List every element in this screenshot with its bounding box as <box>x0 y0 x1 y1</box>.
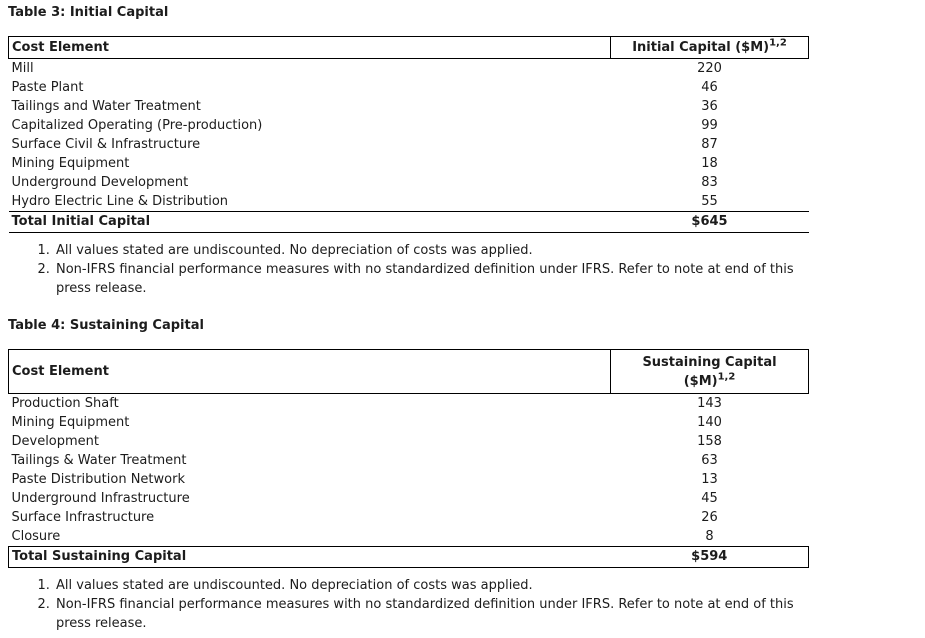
cost-element-cell: Underground Development <box>11 175 189 190</box>
footnote-item: Non-IFRS financial performance measures … <box>54 595 802 633</box>
initial-capital-table: Cost Element Initial Capital ($M)1,2 Mil… <box>8 36 809 233</box>
value-cell: 55 <box>701 194 718 209</box>
table4-value-header: Sustaining Capital ($M)1,2 <box>610 349 809 394</box>
table4-value-header-line2: ($M) <box>683 373 718 389</box>
table4-cost-element-header: Cost Element <box>8 349 611 394</box>
table4-footnotes: All values stated are undiscounted. No d… <box>8 576 917 633</box>
cost-element-cell: Hydro Electric Line & Distribution <box>11 194 229 209</box>
cost-element-cell: Paste Plant <box>11 80 84 95</box>
value-cell: 220 <box>697 61 722 76</box>
value-cell: 63 <box>701 453 718 468</box>
value-cell: 143 <box>697 396 722 411</box>
value-cell: 158 <box>697 434 722 449</box>
cost-element-cell: Mining Equipment <box>11 415 130 430</box>
table-row: Paste Distribution Network 13 <box>9 470 809 489</box>
sustaining-capital-table: Cost Element Sustaining Capital ($M)1,2 P… <box>8 349 809 568</box>
total-value-cell: $645 <box>610 211 809 233</box>
cost-element-cell: Mining Equipment <box>11 156 130 171</box>
cost-element-cell: Paste Distribution Network <box>11 472 185 487</box>
table-row: Underground Infrastructure 45 <box>9 489 809 508</box>
cost-element-cell: Closure <box>11 529 61 544</box>
value-cell: 8 <box>705 529 714 544</box>
value-cell: 26 <box>701 510 718 525</box>
cost-element-cell: Surface Civil & Infrastructure <box>11 137 201 152</box>
cost-element-cell: Underground Infrastructure <box>11 491 190 506</box>
cost-element-cell: Capitalized Operating (Pre-production) <box>11 118 263 133</box>
value-cell: 36 <box>701 99 718 114</box>
table-row: Closure 8 <box>9 527 809 547</box>
table-row: Mill 220 <box>9 59 809 79</box>
cost-element-cell: Mill <box>11 61 34 76</box>
table3-cost-element-header: Cost Element <box>8 36 611 59</box>
value-cell: 87 <box>701 137 718 152</box>
cost-element-cell: Production Shaft <box>11 396 119 411</box>
table-row: Mining Equipment 18 <box>9 154 809 173</box>
value-cell: 99 <box>701 118 718 133</box>
footnote-item: All values stated are undiscounted. No d… <box>54 241 802 260</box>
table4-header-footnote-marker: 1,2 <box>717 371 736 383</box>
table-row: Paste Plant 46 <box>9 78 809 97</box>
total-label-cell: Total Sustaining Capital <box>8 546 611 568</box>
cost-element-cell: Tailings & Water Treatment <box>11 453 187 468</box>
table-row: Development 158 <box>9 432 809 451</box>
table-row: Underground Development 83 <box>9 173 809 192</box>
initial-capital-section: Table 3: Initial Capital Cost Element In… <box>8 4 917 298</box>
value-cell: 13 <box>701 472 718 487</box>
table3-total-row: Total Initial Capital $645 <box>8 211 809 233</box>
table-row: Surface Civil & Infrastructure 87 <box>9 135 809 154</box>
table-row: Surface Infrastructure 26 <box>9 508 809 527</box>
table3-title: Table 3: Initial Capital <box>8 5 169 20</box>
table3-header-footnote-marker: 1,2 <box>769 37 787 49</box>
table4-total-row: Total Sustaining Capital $594 <box>8 546 809 568</box>
table3-value-header-label: Initial Capital ($M) <box>632 40 770 55</box>
value-cell: 46 <box>701 80 718 95</box>
table4-header-row: Cost Element Sustaining Capital ($M)1,2 <box>8 349 809 394</box>
value-cell: 83 <box>701 175 718 190</box>
value-cell: 18 <box>701 156 718 171</box>
table3-header-row: Cost Element Initial Capital ($M)1,2 <box>8 36 809 59</box>
table-row: Tailings & Water Treatment 63 <box>9 451 809 470</box>
table4-value-header-line1: Sustaining Capital <box>642 354 777 370</box>
table-row: Capitalized Operating (Pre-production) 9… <box>9 116 809 135</box>
total-value-cell: $594 <box>610 546 809 568</box>
cost-element-cell: Development <box>11 434 100 449</box>
table-row: Production Shaft 143 <box>9 394 809 414</box>
table-row: Tailings and Water Treatment 36 <box>9 97 809 116</box>
footnote-item: Non-IFRS financial performance measures … <box>54 260 802 298</box>
table3-value-header: Initial Capital ($M)1,2 <box>610 36 809 59</box>
cost-element-cell: Surface Infrastructure <box>11 510 155 525</box>
footnote-item: All values stated are undiscounted. No d… <box>54 576 802 595</box>
value-cell: 45 <box>701 491 718 506</box>
cost-element-cell: Tailings and Water Treatment <box>11 99 201 114</box>
total-label-cell: Total Initial Capital <box>8 211 611 233</box>
table-row: Hydro Electric Line & Distribution 55 <box>9 192 809 212</box>
table3-footnotes: All values stated are undiscounted. No d… <box>8 241 917 298</box>
sustaining-capital-section: Table 4: Sustaining Capital Cost Element… <box>8 317 917 633</box>
value-cell: 140 <box>697 415 722 430</box>
table4-title: Table 4: Sustaining Capital <box>8 318 204 333</box>
table-row: Mining Equipment 140 <box>9 413 809 432</box>
